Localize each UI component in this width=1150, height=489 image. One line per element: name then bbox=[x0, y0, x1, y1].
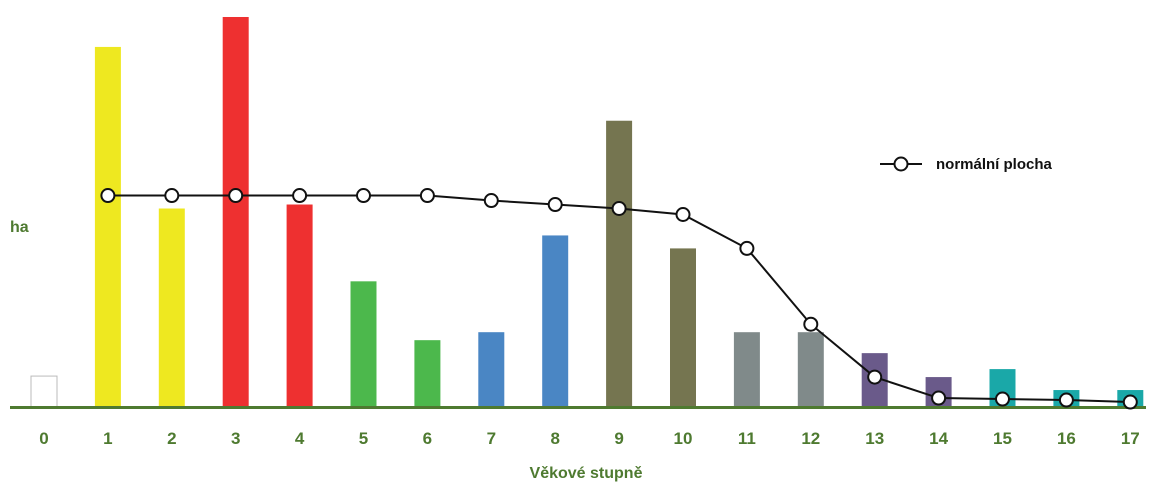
x-tick-label: 2 bbox=[167, 429, 176, 448]
x-tick-labels: 0 1 2 3 4 5 6 7 8 9 10 11 12 13 14 15 16 17 bbox=[39, 429, 1139, 448]
bar-age-class-12 bbox=[797, 332, 824, 407]
normal-area-point-8 bbox=[547, 197, 563, 213]
normal-area-series bbox=[100, 188, 1138, 410]
x-tick-label: 17 bbox=[1121, 429, 1140, 448]
normal-area-point-10 bbox=[675, 206, 691, 222]
x-tick-label: 11 bbox=[738, 429, 756, 448]
bar-age-class-11 bbox=[733, 332, 760, 407]
normal-area-point-1 bbox=[100, 188, 116, 204]
normal-area-point-11 bbox=[739, 240, 755, 256]
x-tick-label: 13 bbox=[865, 429, 884, 448]
x-tick-label: 7 bbox=[487, 429, 496, 448]
x-tick-label: 14 bbox=[929, 429, 948, 448]
normal-area-point-5 bbox=[356, 188, 371, 204]
bar-age-class-8 bbox=[542, 235, 569, 407]
x-tick-label: 8 bbox=[550, 429, 559, 448]
normal-area-point-15 bbox=[995, 391, 1010, 407]
normal-area-point-17 bbox=[1122, 394, 1138, 410]
legend-circle-marker bbox=[893, 156, 909, 172]
bar-age-class-2 bbox=[158, 208, 185, 407]
bar-age-class-9 bbox=[606, 120, 633, 407]
normal-area-point-6 bbox=[419, 188, 435, 204]
bar-age-class-6 bbox=[414, 340, 441, 407]
bar-age-class-10 bbox=[670, 248, 696, 407]
normal-area-point-14 bbox=[931, 390, 947, 406]
x-tick-label: 16 bbox=[1057, 429, 1076, 448]
x-tick-label: 1 bbox=[103, 429, 112, 448]
bar-age-class-4 bbox=[286, 204, 313, 407]
x-tick-label: 12 bbox=[801, 429, 820, 448]
bars-group bbox=[30, 16, 1144, 408]
y-axis-title: ha bbox=[10, 219, 29, 236]
normal-area-point-2 bbox=[164, 188, 180, 204]
bar-age-class-3 bbox=[222, 16, 249, 408]
x-tick-label: 3 bbox=[231, 429, 240, 448]
normal-area-point-4 bbox=[292, 188, 308, 204]
bar-age-class-7 bbox=[478, 332, 505, 407]
bar-age-class-5 bbox=[350, 281, 377, 407]
normal-area-point-7 bbox=[483, 193, 499, 209]
legend: normální plocha bbox=[880, 156, 1053, 173]
normal-area-point-9 bbox=[611, 201, 627, 217]
x-tick-label: 4 bbox=[295, 429, 305, 448]
bar-age-class-0 bbox=[30, 375, 58, 408]
x-tick-label: 9 bbox=[614, 429, 623, 448]
normal-area-point-3 bbox=[228, 188, 244, 204]
normal-area-point-12 bbox=[803, 316, 819, 332]
x-tick-label: 15 bbox=[993, 429, 1012, 448]
x-tick-label: 0 bbox=[39, 429, 48, 448]
bar-age-class-1 bbox=[94, 46, 121, 407]
x-tick-label: 6 bbox=[423, 429, 432, 448]
x-tick-label: 10 bbox=[674, 429, 693, 448]
legend-label: normální plocha bbox=[936, 156, 1053, 173]
x-tick-label: 5 bbox=[359, 429, 368, 448]
normal-area-point-13 bbox=[867, 369, 883, 385]
x-axis-title: Věkové stupně bbox=[530, 465, 643, 482]
normal-area-point-16 bbox=[1058, 392, 1074, 408]
